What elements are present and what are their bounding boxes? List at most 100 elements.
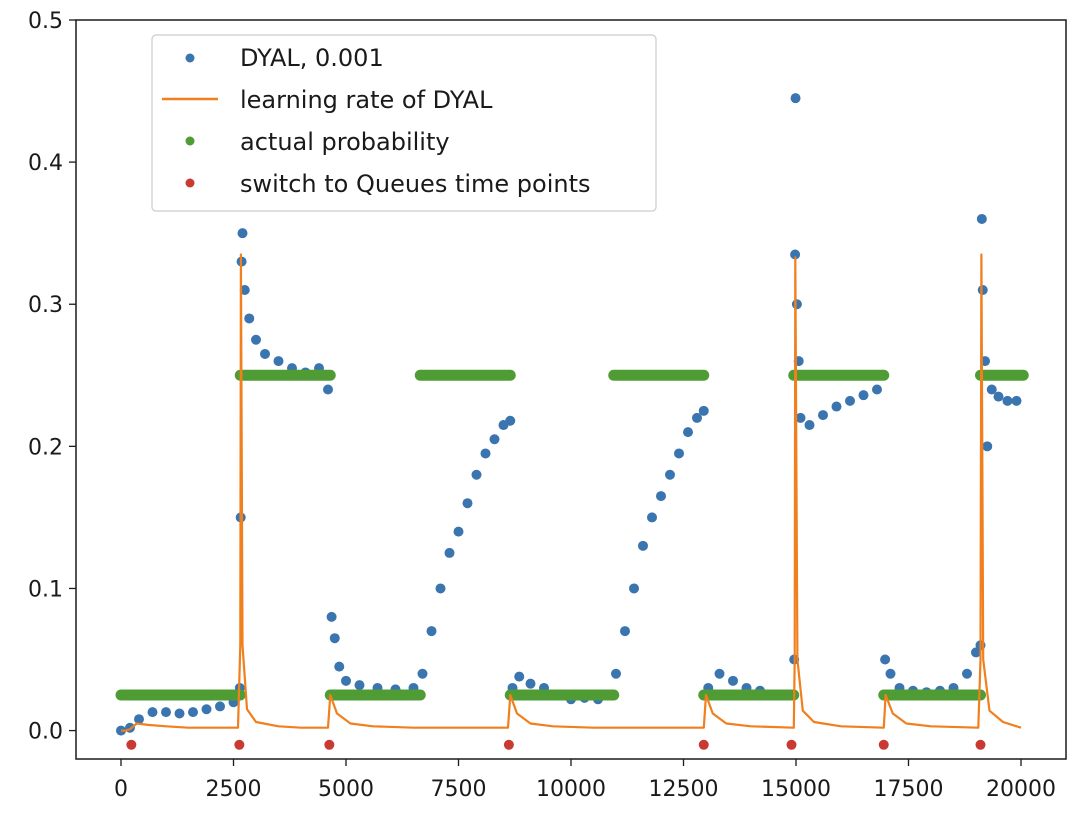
dyal-point: [620, 626, 630, 637]
dyal-point: [872, 384, 882, 395]
legend-label-dyal: DYAL, 0.001: [240, 44, 384, 72]
switch-point: [126, 739, 137, 750]
dyal-point: [714, 668, 725, 679]
dyal-point: [514, 671, 525, 682]
dyal-point: [201, 704, 212, 715]
dyal-point: [462, 498, 473, 509]
dyal-point: [341, 675, 351, 686]
dyal-point: [251, 334, 261, 345]
legend-label-learning-rate: learning rate of DYAL: [240, 86, 493, 114]
dyal-point: [417, 668, 428, 679]
dyal-point: [845, 395, 855, 406]
dyal-point: [795, 412, 806, 423]
dyal-point: [674, 448, 684, 459]
y-tick-label: 0.4: [28, 151, 63, 176]
dyal-point: [971, 647, 981, 658]
dyal-point: [858, 390, 869, 401]
series-switch-points: [126, 739, 986, 750]
dyal-point: [174, 708, 185, 719]
x-tick-label: 2500: [206, 777, 262, 802]
dyal-point: [962, 668, 972, 679]
x-axis: 0 2500 5000 7500 10000 12500 15000 17500 20000: [114, 759, 1056, 802]
x-tick-label: 10000: [536, 777, 606, 802]
legend-label-switch-points: switch to Queues time points: [240, 170, 591, 198]
dyal-point: [977, 285, 988, 296]
legend-marker-dyal: [185, 53, 195, 63]
dyal-point: [323, 384, 333, 395]
plot-area: [75, 19, 1067, 760]
dyal-point: [444, 547, 455, 558]
dyal-point: [683, 427, 693, 438]
dyal-point: [638, 540, 648, 551]
dyal-point: [1002, 395, 1013, 406]
dyal-point: [804, 420, 815, 431]
x-tick-label: 7500: [431, 777, 487, 802]
dyal-point: [426, 626, 437, 637]
switch-point: [786, 739, 797, 750]
y-axis: 0.0 0.1 0.2 0.3 0.4 0.5: [28, 9, 76, 745]
dyal-point: [161, 707, 171, 718]
dyal-point: [692, 412, 702, 423]
dyal-point: [976, 213, 987, 224]
dyal-point: [993, 391, 1004, 402]
legend-marker-switch-points: [185, 178, 195, 188]
dyal-point: [647, 512, 657, 523]
dyal-point: [629, 583, 639, 594]
switch-point: [698, 739, 709, 750]
y-tick-label: 0.2: [28, 435, 63, 460]
dyal-point: [1011, 395, 1022, 406]
y-tick-label: 0.3: [28, 293, 63, 318]
dyal-point: [326, 611, 337, 622]
dyal-point: [435, 583, 446, 594]
dyal-point: [244, 313, 255, 324]
dyal-point: [237, 228, 248, 239]
legend-entry-switch-points: switch to Queues time points: [185, 170, 591, 198]
dyal-point: [453, 526, 464, 537]
dyal-point: [329, 633, 340, 644]
switch-point: [878, 739, 889, 750]
x-tick-label: 5000: [318, 777, 374, 802]
dyal-point: [215, 701, 225, 712]
x-tick-label: 15000: [761, 777, 831, 802]
dyal-point: [134, 714, 144, 725]
legend-label-actual-probability: actual probability: [240, 128, 450, 156]
switch-point: [503, 739, 514, 750]
switch-point: [975, 739, 986, 750]
x-tick-label: 0: [114, 777, 128, 802]
dyal-point: [260, 348, 270, 359]
dyal-point: [489, 434, 500, 445]
dyal-point: [986, 384, 997, 395]
dyal-point: [525, 678, 536, 689]
dyal-point: [273, 356, 284, 367]
series-actual-probability: [115, 369, 1029, 701]
switch-point: [234, 739, 245, 750]
dyal-point: [611, 668, 621, 679]
dyal-point: [728, 675, 738, 686]
dyal-point: [665, 469, 675, 480]
legend-entry-dyal: DYAL, 0.001: [185, 44, 384, 72]
dyal-point: [885, 668, 896, 679]
legend-entry-actual-probability: actual probability: [185, 128, 450, 156]
dyal-point: [790, 93, 801, 104]
dyal-point: [880, 654, 891, 665]
dyal-point: [188, 707, 198, 718]
dyal-point: [698, 405, 709, 416]
series-layer: [115, 93, 1029, 750]
dyal-point: [982, 441, 993, 452]
dyal-point: [471, 469, 482, 480]
legend-box: [151, 34, 657, 212]
dyal-point: [791, 299, 802, 310]
switch-point: [324, 739, 335, 750]
dyal-point: [239, 285, 250, 296]
x-tick-label: 20000: [986, 777, 1056, 802]
dyal-point: [334, 661, 345, 672]
dyal-point: [818, 410, 828, 421]
learning-rate-line: [121, 253, 1022, 732]
dyal-point: [790, 249, 801, 260]
y-tick-label: 0.1: [28, 577, 63, 602]
y-tick-label: 0.5: [28, 9, 63, 34]
dyal-point: [480, 448, 491, 459]
legend: DYAL, 0.001 learning rate of DYAL actual…: [151, 34, 657, 212]
dyal-point: [505, 415, 516, 426]
x-tick-label: 12500: [649, 777, 719, 802]
